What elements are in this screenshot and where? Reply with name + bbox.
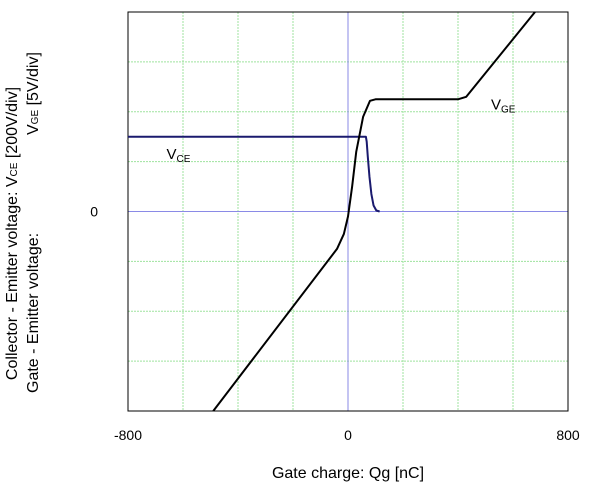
annotation-vce-main: V	[167, 146, 177, 163]
annotation-vge-sub: GE	[501, 104, 516, 115]
annotation-vce-sub: CE	[177, 154, 191, 165]
vce-curve	[128, 135, 380, 213]
vge-curve	[212, 11, 536, 412]
annotation-vce: VCE	[167, 146, 191, 165]
y-axis-label-3-sub: GE	[30, 110, 41, 125]
y-axis-label-3-main: V	[25, 124, 42, 135]
x-tick-label: -800	[114, 427, 142, 443]
y-axis-label-1-sub: CE	[9, 162, 20, 176]
tick-labels: -800 0 800 0	[90, 204, 580, 444]
x-tick-label: 0	[344, 427, 352, 443]
plot-frame	[127, 11, 569, 412]
y-axis-label-1-unit: [200V/div]	[4, 87, 21, 163]
annotation-vge: VGE	[491, 96, 516, 115]
y-axis-label-3-unit: [5V/div]	[25, 52, 42, 110]
y-axis-label-2-main: Gate - Emitter voltage:	[25, 233, 42, 393]
y-axis-label-gate-emitter: Gate - Emitter voltage:	[25, 233, 42, 393]
y-axis-label-vge-scale: VGE [5V/div]	[25, 52, 42, 135]
annotation-vge-main: V	[491, 96, 501, 113]
x-tick-label: 800	[556, 427, 580, 443]
y-axis-label-1-main: Collector - Emitter voltage: V	[4, 176, 21, 380]
y-tick-label: 0	[90, 204, 98, 220]
x-axis-label: Gate charge: Qg [nC]	[272, 465, 424, 482]
series-layer	[128, 11, 536, 412]
y-axis-label-collector-emitter: Collector - Emitter voltage: VCE [200V/d…	[4, 87, 21, 380]
